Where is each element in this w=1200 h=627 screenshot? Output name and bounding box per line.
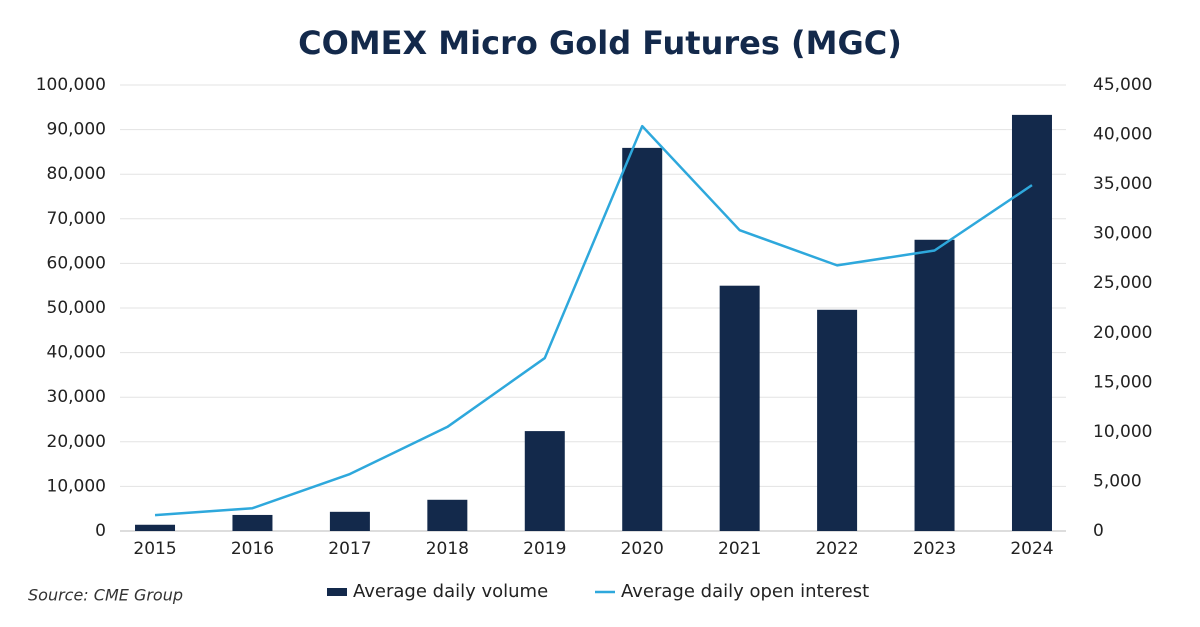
y2-tick-label: 10,000 xyxy=(1093,422,1152,442)
legend-label: Average daily open interest xyxy=(621,581,869,602)
bar xyxy=(524,431,565,531)
y2-tick-label: 0 xyxy=(1093,521,1104,541)
chart-title: COMEX Micro Gold Futures (MGC) xyxy=(298,24,902,62)
x-tick-label: 2020 xyxy=(621,539,664,559)
y-tick-label: 60,000 xyxy=(47,253,106,273)
y2-tick-label: 45,000 xyxy=(1093,75,1152,95)
x-tick-label: 2017 xyxy=(328,539,371,559)
x-tick-label: 2023 xyxy=(913,539,956,559)
y2-tick-label: 20,000 xyxy=(1093,323,1152,343)
x-tick-label: 2016 xyxy=(231,539,274,559)
y2-tick-label: 25,000 xyxy=(1093,273,1152,293)
bar xyxy=(1011,114,1052,531)
x-tick-label: 2022 xyxy=(815,539,858,559)
y2-tick-label: 35,000 xyxy=(1093,174,1152,194)
x-tick-label: 2018 xyxy=(426,539,469,559)
y2-tick-label: 15,000 xyxy=(1093,372,1152,392)
bar xyxy=(719,285,760,531)
y2-tick-label: 5,000 xyxy=(1093,471,1142,491)
y2-tick-label: 30,000 xyxy=(1093,224,1152,244)
y-tick-label: 50,000 xyxy=(47,298,106,318)
bar xyxy=(817,309,858,531)
y-tick-label: 30,000 xyxy=(47,387,106,407)
y-tick-label: 70,000 xyxy=(47,209,106,229)
bar xyxy=(427,499,468,531)
x-tick-label: 2019 xyxy=(523,539,566,559)
source-note: Source: CME Group xyxy=(28,586,183,605)
y2-tick-label: 40,000 xyxy=(1093,125,1152,145)
y-tick-label: 100,000 xyxy=(36,75,106,95)
legend-swatch xyxy=(327,588,347,596)
bar xyxy=(135,524,176,531)
y-tick-label: 90,000 xyxy=(47,120,106,140)
x-tick-label: 2024 xyxy=(1010,539,1053,559)
y-tick-label: 40,000 xyxy=(47,343,106,363)
x-tick-label: 2015 xyxy=(133,539,176,559)
y-tick-label: 20,000 xyxy=(47,432,106,452)
y-tick-label: 10,000 xyxy=(47,476,106,496)
y-tick-label: 80,000 xyxy=(47,164,106,184)
line xyxy=(154,124,1033,517)
bar xyxy=(232,514,273,531)
legend-label: Average daily volume xyxy=(353,581,548,602)
x-tick-label: 2021 xyxy=(718,539,761,559)
bar xyxy=(329,511,370,531)
y-tick-label: 0 xyxy=(95,521,106,541)
bar xyxy=(914,239,955,531)
bar xyxy=(622,147,663,532)
